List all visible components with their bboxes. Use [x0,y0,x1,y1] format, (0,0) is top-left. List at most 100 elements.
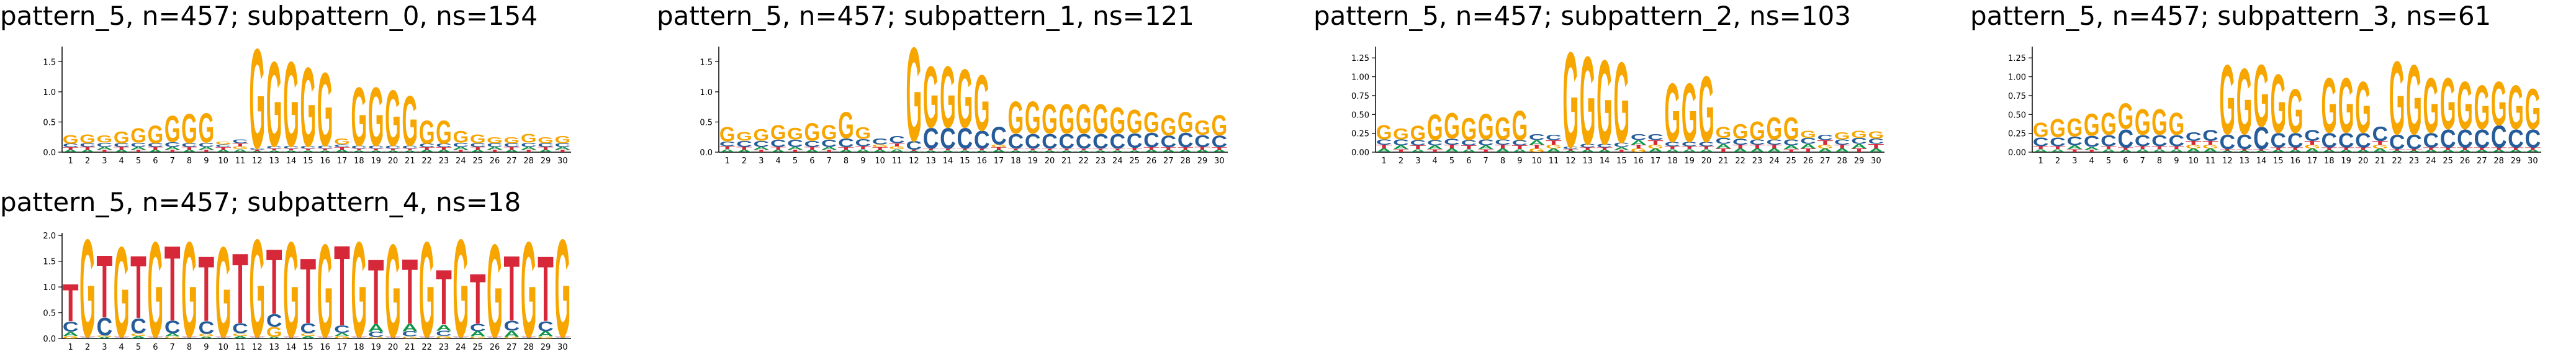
letter: T [554,336,570,338]
x-tick-label: 4 [119,343,124,352]
letter: G [79,211,96,354]
letter: T [317,148,333,151]
letter: T [2508,147,2524,151]
letter: C [2168,132,2184,150]
x-tick-label: 1 [1382,157,1387,166]
letter: G [974,59,990,148]
letter: A [1851,143,1867,150]
letter: A [164,146,181,151]
letter: A [974,150,990,153]
letter: A [2372,148,2388,153]
letter: A [436,149,452,153]
letter: A [889,148,905,153]
letter: C [554,142,570,148]
letter: C [419,143,435,148]
letter: G [1211,109,1227,142]
letter: G [2151,102,2168,143]
letter: A [351,150,367,153]
letter: G [215,221,232,354]
letter: T [1511,145,1528,150]
letter: A [2084,146,2100,151]
letter: A [198,336,214,339]
letter: C [2524,124,2541,153]
letter: A [1766,148,1782,153]
letter: T [1495,143,1511,149]
letter: A [63,149,79,153]
y-tick-label: 0.00 [1351,148,1369,158]
letter: C [300,145,316,149]
letter: C [79,337,96,338]
letter: G [2491,69,2507,139]
x-tick-label: 4 [119,157,124,166]
letter: C [436,143,452,148]
letter: C [1613,142,1629,148]
letter: C [1211,132,1227,151]
letter: T [838,147,854,150]
letter: G [1715,124,1731,141]
letter: T [1160,147,1176,150]
letter: T [2202,140,2218,145]
letter: A [63,331,79,337]
x-tick-label: 26 [1146,157,1157,166]
letter: G [351,70,367,164]
letter: G [503,135,520,145]
letter: T [79,146,96,151]
letter: T [2355,147,2371,151]
x-tick-label: 10 [1531,157,1542,166]
letter: G [804,118,820,146]
x-tick-label: 10 [218,343,228,352]
letter: T [1546,139,1562,146]
letter: G [957,52,973,146]
letter: T [554,149,570,153]
letter: C [2270,129,2286,152]
letter: C [249,147,265,150]
letter: C [2050,135,2066,148]
letter: A [2253,150,2269,153]
letter: A [872,149,888,153]
letter: C [470,142,486,148]
x-tick-label: 26 [1803,157,1814,166]
y-tick-label: 0.0 [43,335,56,344]
letter: C [906,138,922,152]
letter: C [1092,129,1109,153]
letter: T [63,147,79,150]
x-tick-label: 12 [1565,157,1576,166]
letter: A [300,335,316,339]
x-tick-label: 7 [2140,157,2145,166]
x-tick-label: 18 [1667,157,1678,166]
letter: C [1058,129,1074,153]
letter: A [538,330,554,338]
letter: G [147,120,163,148]
y-tick-label: 1.0 [43,283,56,293]
letter: T [249,336,265,338]
x-tick-label: 11 [892,157,903,166]
letter: G [2474,73,2490,143]
letter: G [2202,143,2218,149]
letter: A [1647,148,1664,153]
letter: C [1682,140,1698,147]
x-tick-label: 20 [1045,157,1055,166]
panel-title: pattern_5, n=457; subpattern_0, ns=154 [0,1,538,31]
letter: C [957,122,973,155]
x-tick-label: 25 [1786,157,1796,166]
x-tick-label: 5 [2106,157,2111,166]
letter: T [503,146,520,151]
x-tick-label: 12 [2222,157,2233,166]
y-tick-label: 1.25 [1351,54,1369,63]
letter: T [1178,147,1194,150]
x-tick-label: 30 [557,157,568,166]
letter: G [1613,38,1629,167]
letter: T [130,149,146,153]
letter: C [2151,132,2168,150]
letter: A [96,337,112,339]
letter: G [1800,129,1816,140]
letter: G [198,105,214,152]
x-tick-label: 10 [218,157,228,166]
letter: A [838,149,854,153]
letter: T [283,148,299,151]
letter: T [1127,147,1143,151]
x-tick-label: 28 [2493,157,2504,166]
letter: T [2084,149,2100,153]
letter: G [385,217,401,354]
letter: G [1732,119,1749,143]
